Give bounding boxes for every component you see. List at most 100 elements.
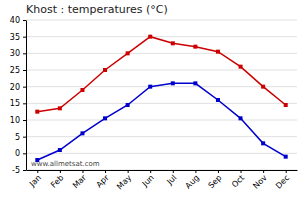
marks bbox=[35, 35, 287, 162]
grid-line bbox=[26, 170, 297, 171]
tick-mark bbox=[150, 170, 151, 173]
tick-mark bbox=[105, 170, 106, 173]
tick-mark bbox=[23, 20, 26, 21]
tick: Jan bbox=[27, 170, 43, 189]
tick-label: Jan bbox=[27, 173, 43, 189]
tick-label: 30 bbox=[10, 49, 20, 58]
tick-mark bbox=[23, 120, 26, 121]
marker bbox=[58, 148, 62, 152]
marker bbox=[261, 141, 265, 145]
tick-mark bbox=[23, 170, 26, 171]
marker bbox=[126, 51, 130, 55]
tick: Jul bbox=[164, 170, 178, 187]
tick: 5 bbox=[15, 133, 26, 142]
title: Khost : temperatures (°C) bbox=[26, 3, 168, 16]
marker bbox=[284, 155, 288, 159]
grid-line bbox=[26, 120, 297, 121]
marker bbox=[193, 45, 197, 49]
tick: Jun bbox=[140, 170, 156, 189]
tick-mark bbox=[263, 170, 264, 173]
tick-mark bbox=[195, 170, 196, 173]
marker bbox=[148, 35, 152, 39]
grid bbox=[26, 20, 297, 170]
marker bbox=[261, 85, 265, 89]
line bbox=[37, 83, 285, 160]
marker bbox=[284, 103, 288, 107]
tick-mark bbox=[23, 37, 26, 38]
marker bbox=[171, 41, 175, 45]
tick-mark bbox=[128, 170, 129, 173]
marker bbox=[171, 81, 175, 85]
tick-mark bbox=[60, 170, 61, 173]
tick-label: Oct bbox=[230, 173, 246, 189]
tick-label: Feb bbox=[49, 173, 65, 189]
chart: Khost : temperatures (°C) -5 0 5 10 15 20 25 30 3… bbox=[0, 0, 305, 200]
grid-line bbox=[26, 86, 297, 87]
tick: Aug bbox=[184, 170, 201, 191]
tick: Mar bbox=[71, 170, 89, 190]
marker bbox=[216, 50, 220, 54]
tick-mark bbox=[241, 170, 242, 173]
tick-mark bbox=[23, 70, 26, 71]
grid-line bbox=[26, 70, 297, 71]
tick-mark bbox=[173, 170, 174, 173]
tick: May bbox=[115, 170, 133, 191]
tick-label: May bbox=[115, 173, 133, 191]
grid-line bbox=[26, 36, 297, 37]
marker bbox=[35, 110, 39, 114]
y-axis: -5 0 5 10 15 20 25 30 35 40 bbox=[10, 16, 27, 175]
marker bbox=[58, 106, 62, 110]
tick-label: 40 bbox=[10, 16, 20, 25]
tick-label: Aug bbox=[184, 173, 201, 190]
tick-label: 5 bbox=[15, 133, 20, 142]
tick: 25 bbox=[10, 66, 26, 75]
tick-mark bbox=[23, 137, 26, 138]
tick-mark bbox=[23, 87, 26, 88]
tick-mark bbox=[23, 153, 26, 154]
tick: 10 bbox=[10, 116, 26, 125]
tick-label: 0 bbox=[15, 149, 20, 158]
tick-label: Jun bbox=[140, 173, 156, 189]
marker bbox=[103, 116, 107, 120]
tick-label: 20 bbox=[10, 83, 20, 92]
marker bbox=[239, 116, 243, 120]
tick-label: Nov bbox=[251, 173, 269, 191]
marker bbox=[80, 131, 84, 135]
tick: -5 bbox=[12, 166, 26, 175]
tick-mark bbox=[23, 53, 26, 54]
tick: 40 bbox=[10, 16, 26, 25]
tick: 30 bbox=[10, 49, 26, 58]
tick-label: 10 bbox=[10, 116, 20, 125]
grid-line bbox=[26, 153, 297, 154]
tick: Dec bbox=[274, 170, 291, 191]
tick: 0 bbox=[15, 149, 26, 158]
tick: Feb bbox=[49, 170, 65, 190]
tick-label: 15 bbox=[10, 99, 20, 108]
x-axis: Jan Feb Mar AprMay Jun Jul Aug Sep Oct Nov Dec bbox=[27, 170, 298, 191]
tick-mark bbox=[23, 103, 26, 104]
marker bbox=[126, 103, 130, 107]
tick: 35 bbox=[10, 33, 26, 42]
axis-line bbox=[27, 170, 298, 171]
tick: Sep bbox=[207, 170, 224, 190]
tick-label: Sep bbox=[207, 173, 224, 190]
tick-label: 25 bbox=[10, 66, 20, 75]
tick: Nov bbox=[251, 170, 269, 191]
tick-mark bbox=[37, 170, 38, 173]
tick-label: Mar bbox=[71, 173, 89, 191]
grid-line bbox=[26, 20, 297, 21]
marker bbox=[80, 88, 84, 92]
tick-mark bbox=[82, 170, 83, 173]
tick-label: -5 bbox=[12, 166, 20, 175]
grid-line bbox=[26, 53, 297, 54]
tick-label: Dec bbox=[274, 173, 291, 190]
tick: 15 bbox=[10, 99, 26, 108]
tick-label: Apr bbox=[94, 173, 111, 190]
tick: 20 bbox=[10, 83, 26, 92]
tick: Apr bbox=[94, 170, 111, 189]
marker bbox=[216, 98, 220, 102]
tick-mark bbox=[218, 170, 219, 173]
tick-label: Jul bbox=[164, 173, 178, 187]
marker bbox=[148, 85, 152, 89]
marker bbox=[193, 81, 197, 85]
